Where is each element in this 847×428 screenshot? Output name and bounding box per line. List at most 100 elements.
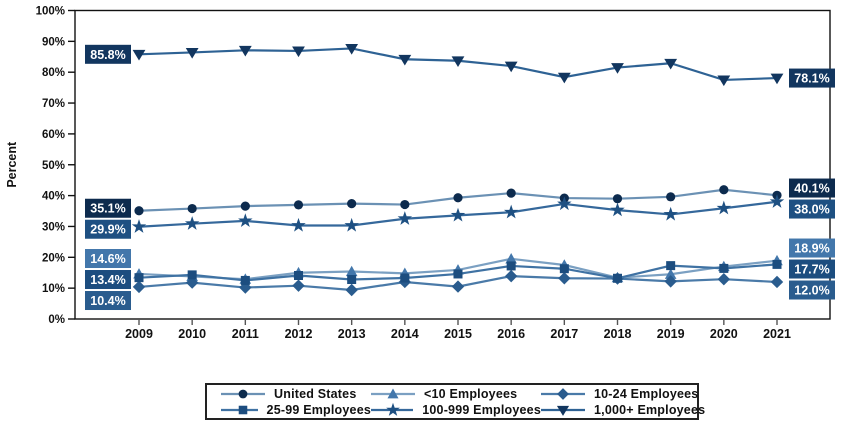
legend-item-united-states: United States: [221, 386, 371, 402]
x-tick-label: 2018: [604, 327, 632, 341]
circle-marker-icon: [453, 193, 463, 203]
data-label: 78.1%: [794, 72, 829, 86]
square-marker-icon: [772, 259, 782, 269]
star-marker-icon: [663, 206, 678, 221]
legend-item-10-employees: <10 Employees: [371, 386, 541, 402]
diamond-marker-icon: [558, 272, 571, 285]
triangle-marker-icon: [505, 253, 517, 264]
data-label-box: [789, 238, 835, 258]
triangle-down-marker-icon: [664, 58, 678, 70]
x-tick-label: 2020: [710, 327, 738, 341]
triangle-down-marker-icon: [504, 61, 518, 73]
square-marker-icon: [238, 405, 248, 415]
triangle-down-marker-icon: [770, 73, 784, 85]
legend-swatch-circle-icon: [221, 389, 265, 399]
y-tick-label: 80%: [42, 67, 65, 79]
legend-item-100-999-employees: 100-999 Employees: [371, 402, 541, 418]
data-label: 40.1%: [794, 182, 829, 196]
line-chart: 0% 10% 20% 30% 40% 50% 60% 70% 80% 90% 100% Percent…: [5, 6, 835, 341]
square-marker-icon: [613, 273, 622, 283]
x-tick-label: 2014: [391, 327, 419, 341]
square-marker-icon: [506, 261, 516, 271]
y-tick-label: 60%: [42, 129, 65, 141]
triangle-marker-icon: [387, 388, 399, 399]
square-marker-icon: [453, 269, 463, 279]
triangle-down-marker-icon: [238, 45, 252, 57]
diamond-marker-icon: [504, 269, 518, 283]
series-united-states: [134, 185, 782, 216]
diamond-marker-icon: [770, 275, 784, 289]
square-marker-icon: [347, 275, 357, 285]
data-label-box: [85, 291, 131, 311]
legend-label: 100-999 Employees: [422, 403, 541, 417]
diamond-marker-icon: [717, 273, 731, 286]
triangle-down-marker-icon: [345, 44, 359, 55]
x-tick-label: 2010: [178, 327, 206, 341]
star-marker-icon: [450, 207, 466, 222]
x-tick-label: 2011: [232, 327, 259, 341]
x-tick-label: 2012: [285, 327, 313, 341]
x-tick-label: 2015: [444, 327, 472, 341]
x-tick-label: 2016: [497, 327, 525, 341]
legend-item-10-24-employees: 10-24 Employees: [541, 386, 705, 402]
x-tick-label: 2021: [763, 327, 791, 341]
data-label-box: [85, 249, 131, 269]
diamond-marker-icon: [451, 280, 465, 293]
y-axis-title: Percent: [5, 141, 19, 188]
star-marker-icon: [291, 217, 306, 232]
y-tick-label: 70%: [42, 98, 65, 110]
square-marker-icon: [719, 263, 729, 273]
circle-marker-icon: [506, 188, 516, 198]
triangle-marker-icon: [345, 265, 358, 277]
circle-marker-icon: [666, 192, 676, 202]
diamond-marker-icon: [345, 283, 358, 297]
y-tick-label: 40%: [42, 191, 65, 203]
y-tick-label: 20%: [42, 252, 65, 264]
x-axis: 2009 2010 2011 2012 2013 2014 2015 2016 2017 2018…: [125, 319, 791, 341]
data-label-box: [85, 270, 131, 290]
star-marker-icon: [716, 200, 732, 215]
triangle-down-marker-icon: [717, 75, 731, 87]
legend-label: 10-24 Employees: [594, 387, 699, 401]
legend-swatch-triangle-icon: [371, 388, 415, 399]
circle-marker-icon: [347, 199, 357, 209]
square-marker-icon: [240, 275, 250, 285]
y-tick-label: 50%: [42, 160, 65, 172]
data-label: 29.9%: [90, 223, 125, 237]
data-label-box: [789, 280, 835, 300]
data-label: 18.9%: [794, 242, 829, 256]
y-tick-label: 90%: [42, 36, 65, 48]
legend-swatch-diamond-icon: [541, 388, 585, 400]
diamond-marker-icon: [185, 276, 199, 289]
legend-swatch-triangle-down-icon: [541, 405, 585, 416]
circle-marker-icon: [293, 200, 304, 210]
y-axis: 0% 10% 20% 30% 40% 50% 60% 70% 80% 90% 100% Percent: [5, 6, 75, 326]
data-label-box: [789, 199, 835, 219]
chart-legend: United States <10 Employees 10-24 Employee…: [205, 383, 705, 420]
y-tick-label: 0%: [48, 314, 65, 326]
series-100-999-employees: [131, 194, 785, 233]
star-marker-icon: [131, 219, 147, 233]
legend-item-25-99-employees: 25-99 Employees: [221, 402, 371, 418]
triangle-down-marker-icon: [398, 54, 412, 66]
triangle-down-marker-icon: [185, 48, 199, 59]
data-label: 85.8%: [90, 48, 125, 62]
data-labels: 85.8% 35.1% 29.9% 14.6% 13.4% 10.4%: [85, 44, 131, 311]
x-tick-label: 2017: [550, 327, 578, 341]
star-marker-icon: [344, 217, 359, 232]
legend-item-1-000-employees: 1,000+ Employees: [541, 402, 705, 418]
data-label: 10.4%: [90, 294, 125, 308]
data-label-box: [789, 178, 835, 198]
circle-marker-icon: [240, 201, 250, 211]
legend-swatch-square-icon: [221, 405, 258, 415]
circle-marker-icon: [238, 389, 248, 399]
star-marker-icon: [386, 402, 400, 416]
diamond-marker-icon: [132, 280, 146, 294]
star-marker-icon: [238, 213, 253, 228]
triangle-down-marker-icon: [557, 72, 571, 84]
legend-swatch-star-icon: [371, 402, 414, 416]
square-marker-icon: [559, 264, 569, 274]
star-marker-icon: [184, 216, 200, 230]
circle-marker-icon: [400, 199, 410, 210]
circle-marker-icon: [612, 194, 623, 204]
